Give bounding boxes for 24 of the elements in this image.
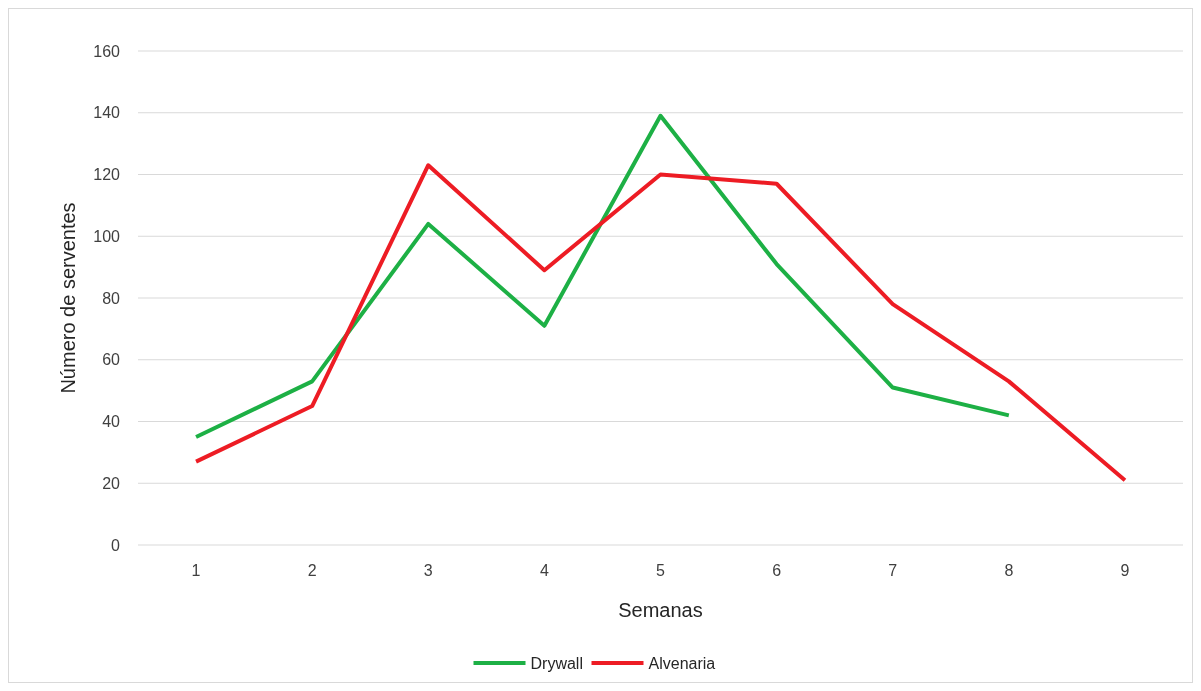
y-tick-label: 120: [93, 166, 121, 184]
x-tick-label: 9: [1120, 561, 1130, 579]
y-tick-label: 140: [93, 104, 121, 122]
legend-label: Alvenaria: [648, 654, 716, 672]
x-tick-label: 7: [888, 561, 898, 579]
x-tick-label: 4: [539, 561, 549, 579]
x-tick-label: 3: [423, 561, 433, 579]
line-series: [194, 113, 1011, 439]
y-axis-title: Número de serventes: [57, 202, 79, 394]
x-tick-label: 2: [307, 561, 317, 579]
x-tick-label: 6: [772, 561, 782, 579]
y-tick-label: 100: [93, 227, 121, 245]
x-tick-label: 5: [656, 561, 666, 579]
y-tick-label: 60: [102, 351, 121, 369]
y-tick-label: 160: [93, 42, 121, 60]
y-tick-label: 40: [102, 413, 121, 431]
line-series: [194, 163, 1127, 483]
y-tick-label: 0: [111, 536, 121, 554]
y-tick-label: 20: [102, 474, 121, 492]
legend-label: Drywall: [530, 654, 583, 672]
x-tick-label: 8: [1004, 561, 1014, 579]
x-tick-label: 1: [191, 561, 201, 579]
y-tick-label: 80: [102, 289, 121, 307]
x-axis-title: Semanas: [618, 599, 703, 621]
